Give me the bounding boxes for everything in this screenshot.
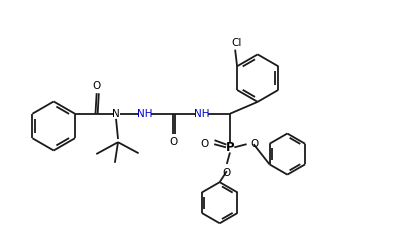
Text: NH: NH (137, 109, 152, 119)
Text: Cl: Cl (231, 38, 242, 48)
Text: O: O (93, 81, 101, 91)
Text: O: O (169, 137, 177, 147)
Text: O: O (223, 168, 231, 178)
Text: O: O (201, 139, 209, 149)
Text: N: N (112, 109, 120, 119)
Text: O: O (250, 139, 259, 149)
Text: NH: NH (194, 109, 209, 119)
Text: P: P (226, 141, 234, 154)
